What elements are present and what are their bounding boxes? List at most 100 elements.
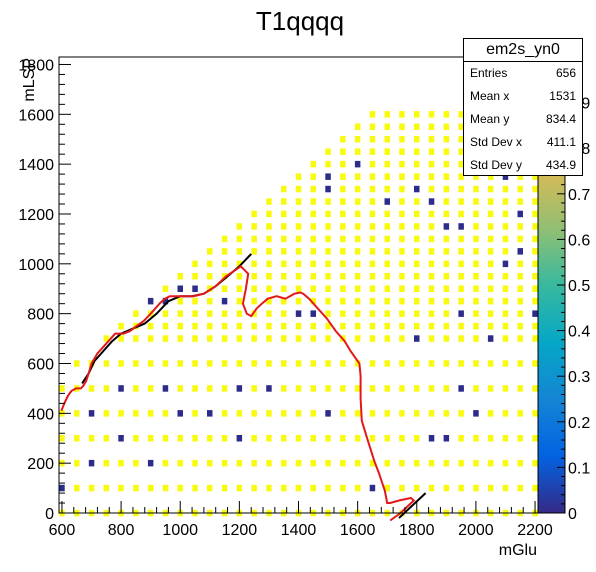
bin-high xyxy=(473,459,479,467)
bin-high xyxy=(532,435,538,442)
bin-high xyxy=(133,335,139,342)
bin-high xyxy=(251,235,257,243)
z-tick-label: 0 xyxy=(568,506,577,523)
bin-high xyxy=(517,360,523,367)
bin-high xyxy=(369,285,376,292)
bin-high xyxy=(310,223,316,230)
bin-high xyxy=(310,360,316,367)
bin-high xyxy=(281,185,287,193)
bin-high xyxy=(133,410,139,417)
bin-high xyxy=(251,410,257,417)
bin-high xyxy=(502,198,509,205)
bin-high xyxy=(281,322,287,330)
bin-high xyxy=(281,223,287,230)
bin-high xyxy=(325,285,331,292)
bin-high xyxy=(473,223,479,230)
stats-value: 834.4 xyxy=(545,112,576,126)
y-tick-label: 1800 xyxy=(18,57,54,74)
bin-high xyxy=(251,322,257,330)
bin-high xyxy=(266,484,272,492)
y-tick-label: 1200 xyxy=(18,207,54,224)
stats-row: Std Dev x 411.1 xyxy=(464,131,582,154)
bin-high xyxy=(103,410,110,417)
bin-high xyxy=(384,435,390,442)
bin-high xyxy=(192,322,198,330)
bin-high xyxy=(295,210,302,218)
bin-high xyxy=(502,185,509,193)
bin-high xyxy=(266,297,272,305)
bin-high xyxy=(310,322,316,330)
bin-high xyxy=(502,335,509,342)
bin-high xyxy=(487,285,494,292)
bin-high xyxy=(487,360,494,367)
bin-high xyxy=(133,484,139,492)
bin-high xyxy=(443,185,450,193)
bin-high xyxy=(266,223,272,230)
bin-high xyxy=(532,185,538,193)
bin-high xyxy=(532,297,538,305)
bin-high xyxy=(325,484,331,492)
bin-high xyxy=(458,111,464,118)
bin-high xyxy=(236,322,243,330)
bin-high xyxy=(414,160,420,168)
bin-high xyxy=(399,410,405,417)
bin-high xyxy=(310,297,316,305)
bin-high xyxy=(325,435,331,442)
bin-high xyxy=(399,435,405,442)
bin-high xyxy=(340,173,346,180)
bin-high xyxy=(221,410,228,417)
bin-high xyxy=(384,260,390,268)
y-tick-label: 200 xyxy=(27,456,54,473)
bin-high xyxy=(502,459,509,467)
bin-high xyxy=(236,335,243,342)
x-tick-label: 800 xyxy=(108,522,135,539)
bin-high xyxy=(251,297,257,305)
stats-label: Std Dev y xyxy=(470,158,523,172)
bin-high xyxy=(384,248,390,255)
bin-high xyxy=(384,123,390,130)
bin-low xyxy=(177,285,183,292)
z-tick-label: 0.3 xyxy=(568,369,590,386)
bin-high xyxy=(487,459,494,467)
y-axis: 0 200 400 600 800 1000 1200 1400 1600 1800 xyxy=(18,57,71,523)
bin-low xyxy=(221,297,228,305)
bin-high xyxy=(384,410,390,417)
bin-high xyxy=(384,285,390,292)
bin-high xyxy=(414,459,420,467)
bin-high xyxy=(517,235,523,243)
bin-high xyxy=(428,136,435,143)
bin-high xyxy=(369,235,376,243)
bin-high xyxy=(236,410,243,417)
bin-high xyxy=(473,297,479,305)
bin-high xyxy=(266,248,272,255)
bin-high xyxy=(473,322,479,330)
bin-low xyxy=(443,435,450,442)
bin-high xyxy=(399,173,405,180)
bin-high xyxy=(473,484,479,492)
bin-high xyxy=(443,210,450,218)
bin-high xyxy=(443,410,450,417)
bin-high xyxy=(310,160,316,168)
bin-high xyxy=(354,185,361,193)
bin-high xyxy=(532,260,538,268)
bin-high xyxy=(502,235,509,243)
y-tick-label: 1400 xyxy=(18,157,54,174)
bin-high xyxy=(59,435,65,442)
bin-high xyxy=(458,123,464,130)
bin-high xyxy=(236,285,243,292)
bin-high xyxy=(281,210,287,218)
stats-label: Mean y xyxy=(470,112,510,126)
bin-high xyxy=(384,136,390,143)
bin-high xyxy=(502,248,509,255)
bin-high xyxy=(532,385,538,392)
bin-high xyxy=(133,459,139,467)
bin-high xyxy=(162,285,169,292)
bin-high xyxy=(428,248,435,255)
bin-high xyxy=(354,410,361,417)
bin-high xyxy=(340,285,346,292)
bin-high xyxy=(340,484,346,492)
bin-high xyxy=(325,322,331,330)
bin-high xyxy=(532,360,538,367)
bin-high xyxy=(295,235,302,243)
bin-high xyxy=(207,322,213,330)
